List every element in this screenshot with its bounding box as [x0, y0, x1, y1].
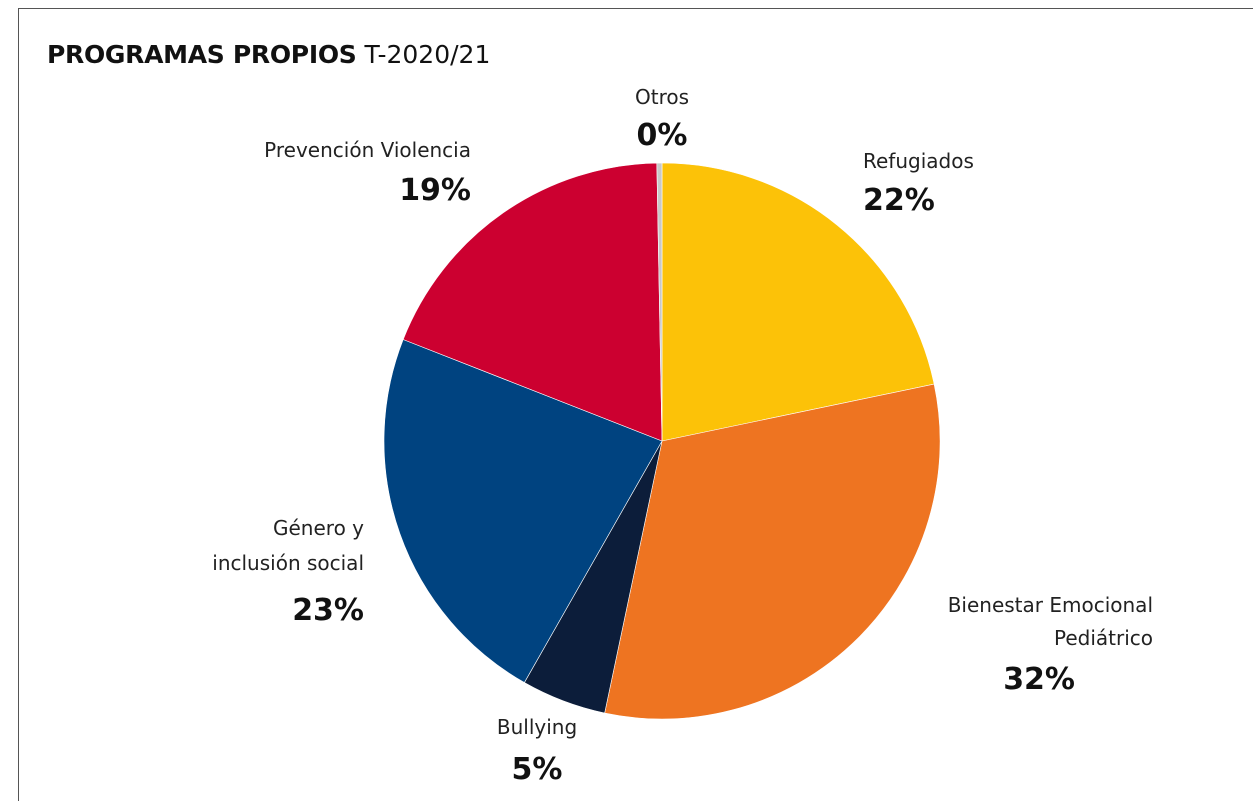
chart-title: PROGRAMAS PROPIOS T-2020/21 [47, 40, 490, 69]
slice-label-otros: Otros [635, 85, 689, 109]
pie-slice-otros [656, 162, 663, 442]
slice-pct-refugiados: 22% [863, 183, 935, 218]
slice-label-bienestar-line2: Pediátrico [1054, 626, 1153, 650]
pie-slice-prevencion-violencia [402, 162, 663, 442]
pie-slice-refugiados [661, 162, 935, 442]
slice-label-refugiados: Refugiados [863, 149, 974, 173]
pie-slices [383, 162, 941, 720]
slice-pct-bullying: 5% [512, 752, 563, 787]
slice-label-prevencion-violencia: Prevención Violencia [264, 138, 471, 162]
slice-pct-otros: 0% [637, 118, 688, 153]
pie-slice-bienestar-emocional-pediatrico [604, 383, 941, 720]
slice-label-bienestar-line1: Bienestar Emocional [948, 593, 1153, 617]
slice-pct-prevencion-violencia: 19% [399, 173, 471, 208]
chart-subtitle: T-2020/21 [364, 40, 491, 69]
pie-slice-genero-y-inclusion-social [383, 339, 663, 683]
slice-label-bullying: Bullying [497, 715, 577, 739]
chart-title-main: PROGRAMAS PROPIOS [47, 40, 357, 69]
slice-pct-genero: 23% [292, 593, 364, 628]
slice-pct-bienestar: 32% [1003, 662, 1075, 697]
slice-label-genero-line2: inclusión social [212, 551, 364, 575]
slice-label-genero-line1: Género y [273, 516, 364, 540]
